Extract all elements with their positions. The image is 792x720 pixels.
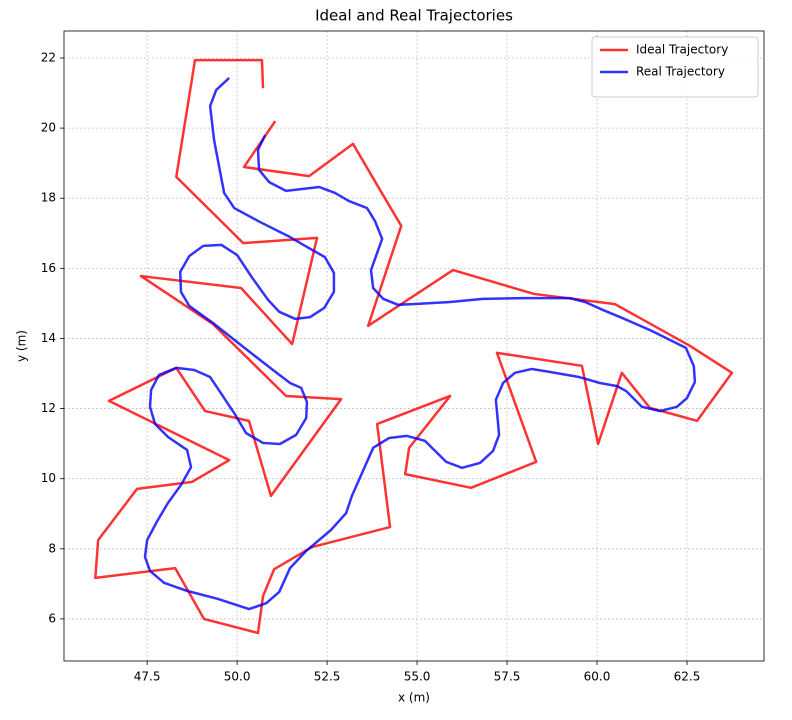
y-tick-label: 22 bbox=[41, 50, 56, 64]
x-tick-label: 47.5 bbox=[134, 670, 161, 684]
y-tick-label: 16 bbox=[41, 261, 56, 275]
x-tick-label: 62.5 bbox=[674, 670, 701, 684]
x-tick-label: 52.5 bbox=[314, 670, 341, 684]
legend-box bbox=[591, 36, 759, 98]
x-axis-label: x (m) bbox=[398, 691, 430, 705]
y-tick-label: 20 bbox=[41, 121, 56, 135]
y-tick-label: 14 bbox=[41, 331, 56, 345]
y-tick-label: 6 bbox=[48, 611, 56, 625]
x-tick-label: 55.0 bbox=[404, 670, 431, 684]
legend-label: Ideal Trajectory bbox=[636, 43, 728, 57]
trajectory-line bbox=[143, 77, 697, 611]
trajectory-line bbox=[94, 58, 734, 635]
y-tick-label: 10 bbox=[41, 471, 56, 485]
y-axis-label: y (m) bbox=[15, 330, 29, 362]
y-tick-label: 18 bbox=[41, 191, 56, 205]
chart-title: Ideal and Real Trajectories bbox=[315, 7, 513, 25]
x-tick-label: 50.0 bbox=[224, 670, 251, 684]
x-tick-label: 57.5 bbox=[494, 670, 521, 684]
x-tick-label: 60.0 bbox=[584, 670, 611, 684]
y-tick-label: 12 bbox=[41, 401, 56, 415]
legend: Ideal Trajectory Real Trajectory bbox=[591, 36, 759, 98]
legend-label: Real Trajectory bbox=[636, 65, 725, 79]
y-tick-label: 8 bbox=[48, 541, 56, 555]
plot-frame bbox=[63, 30, 765, 662]
